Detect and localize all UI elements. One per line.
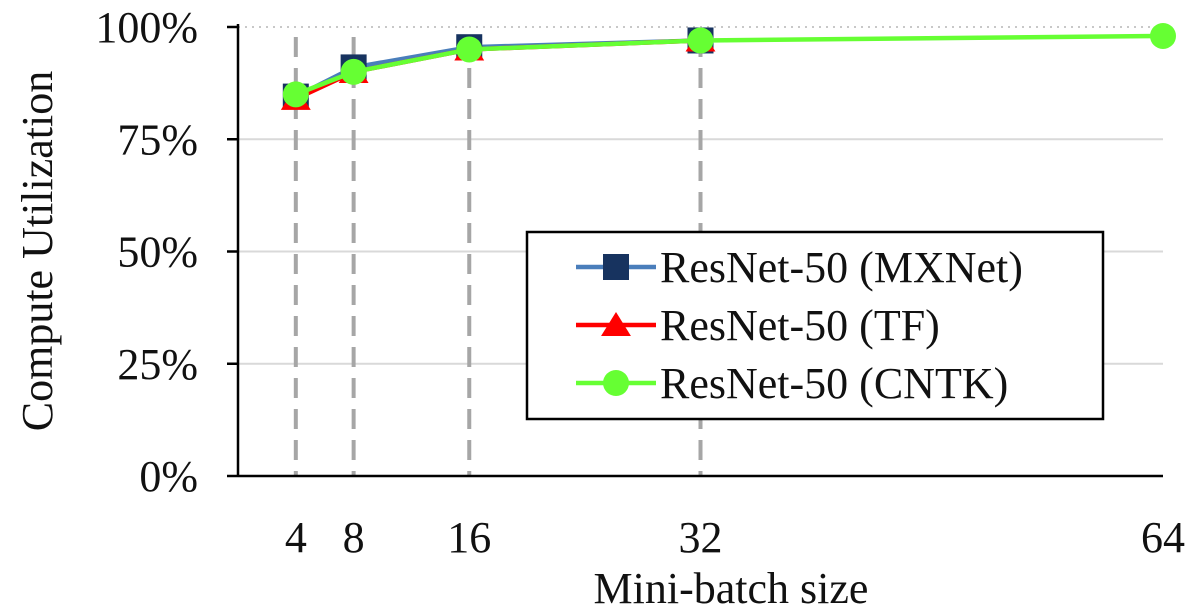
legend-label-1: ResNet-50 (TF) <box>660 301 940 350</box>
y-tick-label-1: 25% <box>117 340 198 389</box>
series-2-point-2 <box>456 36 483 63</box>
axes <box>227 24 1163 478</box>
x-tick-label-2: 16 <box>447 513 491 562</box>
legend-marker-0 <box>603 254 629 280</box>
y-axis-title: Compute Utilization <box>13 71 62 432</box>
series-2-point-1 <box>340 58 367 85</box>
legend-label-2: ResNet-50 (CNTK) <box>660 359 1008 408</box>
series-line-2 <box>294 33 1164 97</box>
y-tick-label-0: 0% <box>139 452 198 501</box>
y-tick-label-2: 50% <box>117 228 198 277</box>
series-2-point-4 <box>1150 22 1176 49</box>
x-tick-label-4: 64 <box>1141 513 1185 562</box>
legend-marker-2 <box>603 370 629 396</box>
series-layer <box>280 22 1176 110</box>
x-tick-label-3: 32 <box>679 513 723 562</box>
tick-labels: 0% 25% 50% 75% 100% 4 8 16 32 64 <box>95 3 1185 562</box>
y-tick-label-4: 100% <box>95 3 198 52</box>
x-tick-label-1: 8 <box>343 513 365 562</box>
legend: ResNet-50 (MXNet) ResNet-50 (TF) ResNet-50… <box>525 230 1105 421</box>
y-tick-label-3: 75% <box>117 115 198 164</box>
legend-label-0: ResNet-50 (MXNet) <box>660 243 1023 292</box>
series-2-point-0 <box>282 81 309 108</box>
legend-marker-1 <box>601 312 631 337</box>
series-2 <box>282 22 1176 108</box>
series-2-point-3 <box>687 27 714 54</box>
x-axis-title: Mini-batch size <box>594 564 869 612</box>
x-tick-label-0: 4 <box>285 513 307 562</box>
